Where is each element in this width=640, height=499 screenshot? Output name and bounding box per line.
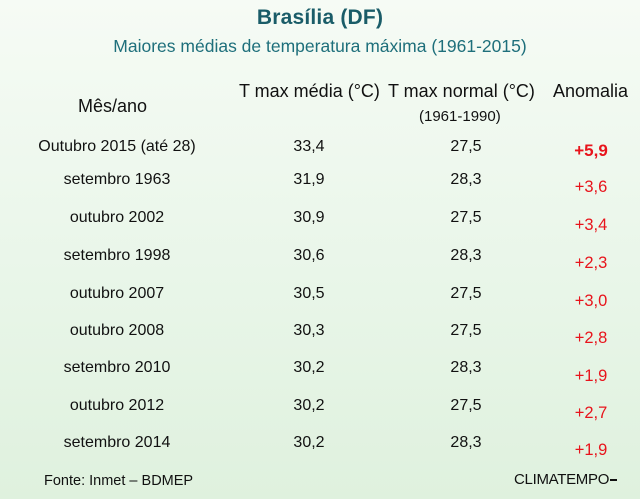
cell-tmax-normal: 27,5 [450, 397, 482, 414]
cell-tmax-avg: 31,9 [293, 171, 325, 188]
cell-anomaly: +3,4 [574, 216, 608, 234]
cell-month: setembro 1963 [63, 171, 171, 188]
cell-tmax-normal: 28,3 [450, 359, 482, 376]
cell-month: setembro 2010 [63, 359, 171, 376]
climatempo-logo: CLIMATEMPO [514, 471, 618, 488]
cell-month: outubro 2002 [69, 209, 165, 226]
cell-anomaly: +3,6 [574, 178, 608, 196]
cell-month: outubro 2012 [69, 397, 165, 414]
table-row: outubro 2007 30,5 27,5 +3,0 [0, 284, 640, 322]
cell-tmax-normal: 27,5 [450, 285, 482, 302]
cell-month: setembro 1998 [63, 247, 171, 264]
cell-tmax-avg: 33,4 [293, 138, 325, 155]
header-anomaly: Anomalia [553, 81, 629, 101]
logo-mark-icon [610, 479, 618, 481]
cell-anomaly: +5,9 [574, 141, 608, 160]
cell-tmax-avg: 30,2 [293, 434, 325, 451]
page-title: Brasília (DF) [256, 6, 384, 29]
table-row: setembro 2010 30,2 28,3 +1,9 [0, 359, 640, 397]
cell-tmax-normal: 27,5 [450, 138, 482, 155]
cell-tmax-avg: 30,2 [293, 359, 325, 376]
cell-anomaly: +2,7 [574, 404, 608, 422]
cell-month: outubro 2008 [69, 322, 165, 339]
header-month-year: Mês/ano [78, 96, 148, 116]
cell-tmax-avg: 30,3 [293, 322, 325, 339]
cell-tmax-normal: 28,3 [450, 171, 482, 188]
cell-month: Outubro 2015 (até 28) [38, 138, 196, 155]
header-normal-period: (1961-1990) [419, 108, 501, 125]
table-row: setembro 1998 30,6 28,3 +2,3 [0, 246, 640, 284]
table-row: outubro 2008 30,3 27,5 +2,8 [0, 321, 640, 359]
cell-tmax-normal: 28,3 [450, 247, 482, 264]
cell-tmax-avg: 30,6 [293, 247, 325, 264]
cell-month: setembro 2014 [63, 434, 171, 451]
cell-tmax-avg: 30,5 [293, 285, 325, 302]
table-row: outubro 2002 30,9 27,5 +3,4 [0, 208, 640, 246]
cell-anomaly: +3,0 [574, 292, 608, 310]
cell-month: outubro 2007 [69, 285, 165, 302]
header-tmax-avg: T max média (°C) [239, 81, 380, 101]
cell-tmax-normal: 27,5 [450, 322, 482, 339]
table-row: outubro 2012 30,2 27,5 +2,7 [0, 397, 640, 435]
table-row: setembro 2014 30,2 28,3 +1,9 [0, 434, 640, 472]
cell-tmax-avg: 30,9 [293, 209, 325, 226]
cell-tmax-normal: 27,5 [450, 209, 482, 226]
cell-anomaly: +1,9 [574, 367, 608, 385]
page-subtitle: Maiores médias de temperatura máxima (19… [113, 36, 527, 56]
cell-tmax-avg: 30,2 [293, 397, 325, 414]
cell-anomaly: +2,3 [574, 254, 608, 272]
header-tmax-normal: T max normal (°C) [388, 81, 535, 101]
table-row: setembro 1963 31,9 28,3 +3,6 [0, 170, 640, 208]
table-row: Outubro 2015 (até 28) 33,4 27,5 +5,9 [0, 136, 640, 174]
cell-anomaly: +1,9 [574, 441, 608, 459]
logo-text: CLIMATEMPO [514, 471, 610, 488]
cell-tmax-normal: 28,3 [450, 434, 482, 451]
source-note: Fonte: Inmet – BDMEP [44, 473, 194, 489]
cell-anomaly: +2,8 [574, 329, 608, 347]
